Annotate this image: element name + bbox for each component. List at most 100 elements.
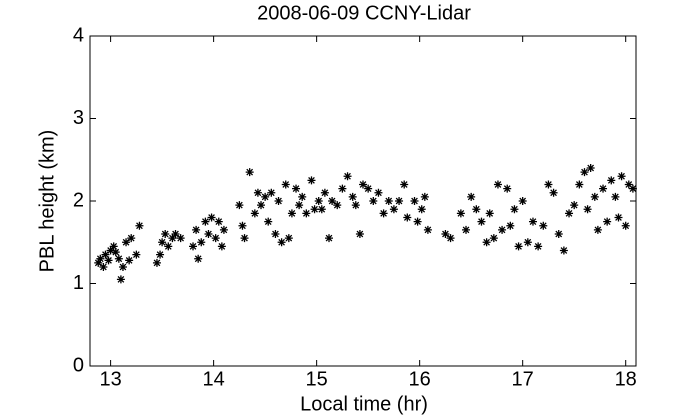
point	[189, 242, 198, 251]
point	[413, 217, 422, 226]
point	[514, 242, 523, 251]
point	[287, 209, 296, 218]
point	[235, 201, 244, 210]
x-tick-label: 15	[306, 368, 328, 390]
y-tick-label: 1	[73, 272, 84, 294]
point	[489, 234, 498, 243]
axes-box	[89, 35, 637, 367]
y-tick-label: 3	[73, 107, 84, 129]
point	[343, 172, 352, 181]
point	[274, 197, 283, 205]
point	[410, 197, 419, 205]
point	[389, 205, 398, 214]
point	[617, 172, 626, 181]
point	[156, 250, 165, 259]
x-tick-label: 14	[202, 368, 224, 390]
point	[534, 242, 543, 251]
point	[417, 205, 426, 214]
point	[506, 221, 515, 230]
point	[603, 217, 612, 226]
point	[214, 217, 223, 226]
point	[99, 263, 108, 271]
point	[523, 238, 532, 247]
point	[493, 180, 502, 189]
point	[111, 248, 120, 257]
point	[277, 238, 286, 247]
point	[125, 256, 134, 265]
point	[219, 225, 228, 234]
point	[544, 180, 553, 189]
point	[135, 221, 144, 230]
point	[211, 234, 220, 243]
point	[192, 225, 201, 234]
point	[201, 217, 210, 226]
point	[528, 217, 537, 226]
point	[498, 225, 507, 234]
point	[580, 168, 589, 177]
point	[314, 197, 323, 205]
point	[628, 184, 637, 193]
point	[264, 217, 273, 226]
point	[240, 234, 249, 243]
point	[472, 205, 481, 214]
point	[194, 254, 203, 263]
point	[599, 184, 608, 193]
point	[477, 217, 486, 226]
point	[590, 192, 599, 201]
point	[395, 197, 404, 205]
point	[217, 242, 226, 251]
point	[403, 213, 412, 222]
point	[158, 238, 167, 247]
point	[456, 209, 465, 218]
point	[207, 213, 216, 222]
point	[503, 184, 512, 193]
point	[317, 205, 326, 214]
x-tick-label: 17	[512, 368, 534, 390]
point	[369, 197, 378, 205]
point	[586, 164, 595, 172]
point	[539, 221, 548, 230]
point	[171, 230, 180, 238]
point	[607, 176, 616, 185]
point	[164, 242, 173, 251]
point	[176, 234, 185, 243]
point	[446, 234, 455, 243]
point	[467, 192, 476, 201]
point	[482, 238, 491, 247]
point	[284, 234, 293, 243]
point	[114, 254, 123, 263]
point	[281, 180, 290, 189]
point	[333, 201, 342, 210]
x-axis-label: Local time (hr)	[300, 393, 428, 415]
point	[359, 180, 367, 189]
y-axis-label: PBL height (km)	[36, 130, 58, 273]
point	[565, 209, 574, 218]
point	[132, 250, 141, 259]
point	[267, 188, 276, 197]
point	[292, 184, 301, 193]
point	[250, 209, 259, 218]
point	[302, 209, 311, 218]
point	[127, 234, 136, 243]
point	[118, 263, 127, 271]
y-tick-label: 4	[73, 24, 84, 46]
y-tick-label: 0	[73, 354, 84, 376]
point	[261, 192, 270, 201]
point	[245, 168, 254, 177]
point	[570, 201, 579, 210]
point	[204, 230, 213, 238]
point	[611, 192, 620, 201]
point	[364, 184, 373, 193]
point	[420, 192, 429, 201]
point	[295, 201, 304, 210]
point	[109, 242, 118, 251]
point	[621, 221, 630, 230]
point	[485, 209, 494, 218]
point	[328, 197, 337, 205]
point	[168, 234, 177, 243]
point	[307, 176, 316, 185]
point	[423, 225, 432, 234]
point	[549, 188, 558, 197]
point	[348, 192, 357, 201]
